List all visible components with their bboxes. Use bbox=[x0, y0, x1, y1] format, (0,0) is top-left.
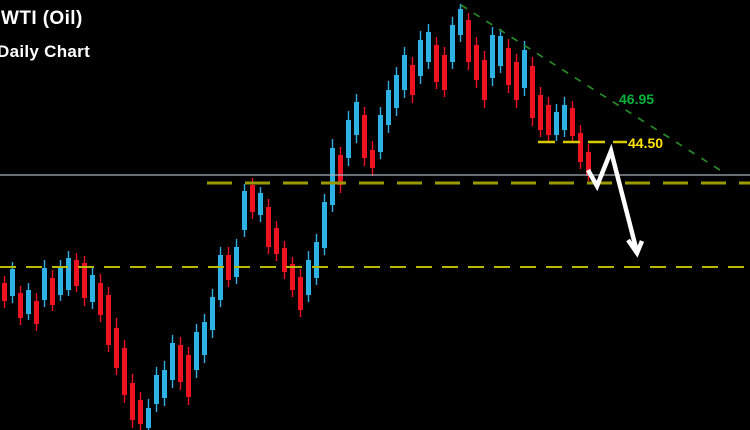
candle-body bbox=[546, 105, 551, 135]
candle-body bbox=[274, 228, 279, 254]
candle-body bbox=[282, 248, 287, 272]
symbol-title: WTI (Oil) bbox=[1, 8, 83, 29]
candle-body bbox=[138, 400, 143, 424]
candle-body bbox=[346, 120, 351, 158]
candle-body bbox=[114, 328, 119, 368]
candle-body bbox=[146, 408, 151, 428]
trendline-price-label: 46.95 bbox=[619, 91, 655, 107]
candle-body bbox=[522, 50, 527, 88]
candle-body bbox=[122, 348, 127, 395]
candle-body bbox=[474, 45, 479, 80]
candle-body bbox=[66, 258, 71, 290]
candle-body bbox=[194, 332, 199, 370]
candle-body bbox=[450, 25, 455, 62]
projection-arrow-head bbox=[626, 238, 645, 258]
candle-body bbox=[226, 255, 231, 280]
candle-body bbox=[42, 268, 47, 300]
candle-body bbox=[186, 355, 191, 397]
candle-body bbox=[26, 290, 31, 314]
candle-body bbox=[218, 255, 223, 300]
descending-trendline bbox=[460, 4, 724, 173]
candle-body bbox=[554, 112, 559, 135]
candle-body bbox=[290, 264, 295, 290]
candle-body bbox=[562, 105, 567, 130]
candle-body bbox=[434, 45, 439, 82]
candle-body bbox=[58, 268, 63, 295]
candle-body bbox=[98, 283, 103, 315]
candle-body bbox=[338, 155, 343, 185]
candle-body bbox=[250, 185, 255, 212]
candle-body bbox=[234, 247, 239, 277]
candle-body bbox=[82, 263, 87, 298]
candle-body bbox=[378, 115, 383, 152]
candle-body bbox=[482, 60, 487, 100]
candle-body bbox=[202, 322, 207, 355]
candle-body bbox=[314, 242, 319, 278]
candle-body bbox=[370, 150, 375, 168]
broken-support-price-label: 44.50 bbox=[628, 135, 664, 151]
candle-body bbox=[298, 277, 303, 310]
candle-body bbox=[386, 90, 391, 125]
candle-body bbox=[34, 301, 39, 324]
candle-body bbox=[210, 297, 215, 330]
candle-body bbox=[458, 9, 463, 35]
candle-body bbox=[306, 260, 311, 295]
candle-body bbox=[170, 343, 175, 380]
candle-body bbox=[530, 66, 535, 118]
candle-body bbox=[178, 345, 183, 382]
candle-body bbox=[90, 275, 95, 302]
candle-body bbox=[2, 283, 7, 301]
candle-body bbox=[506, 48, 511, 85]
candle-body bbox=[242, 191, 247, 230]
candle-body bbox=[162, 370, 167, 398]
candle-body bbox=[10, 269, 15, 296]
candle-body bbox=[402, 55, 407, 90]
candle-body bbox=[466, 20, 471, 62]
candle-body bbox=[322, 202, 327, 248]
candle-body bbox=[410, 65, 415, 95]
candle-body bbox=[578, 133, 583, 162]
candle-body bbox=[442, 55, 447, 90]
projection-arrow bbox=[586, 143, 640, 253]
candle-body bbox=[258, 193, 263, 215]
candle-body bbox=[418, 40, 423, 76]
candle-body bbox=[394, 75, 399, 108]
candle-body bbox=[154, 375, 159, 404]
candle-body bbox=[50, 278, 55, 305]
candle-body bbox=[570, 108, 575, 136]
candle-body bbox=[330, 148, 335, 205]
candle-body bbox=[18, 293, 23, 318]
candle-body bbox=[538, 95, 543, 130]
candle-body bbox=[106, 295, 111, 345]
candle-body bbox=[266, 207, 271, 247]
candle-body bbox=[362, 115, 367, 158]
candle-body bbox=[586, 152, 591, 176]
candle-body bbox=[426, 32, 431, 62]
timeframe-title: Daily Chart bbox=[0, 42, 91, 61]
candle-body bbox=[490, 35, 495, 78]
candle-body bbox=[130, 383, 135, 420]
candle-body bbox=[498, 36, 503, 66]
candle-body bbox=[354, 102, 359, 135]
candle-body bbox=[74, 260, 79, 286]
candle-body bbox=[514, 62, 519, 100]
